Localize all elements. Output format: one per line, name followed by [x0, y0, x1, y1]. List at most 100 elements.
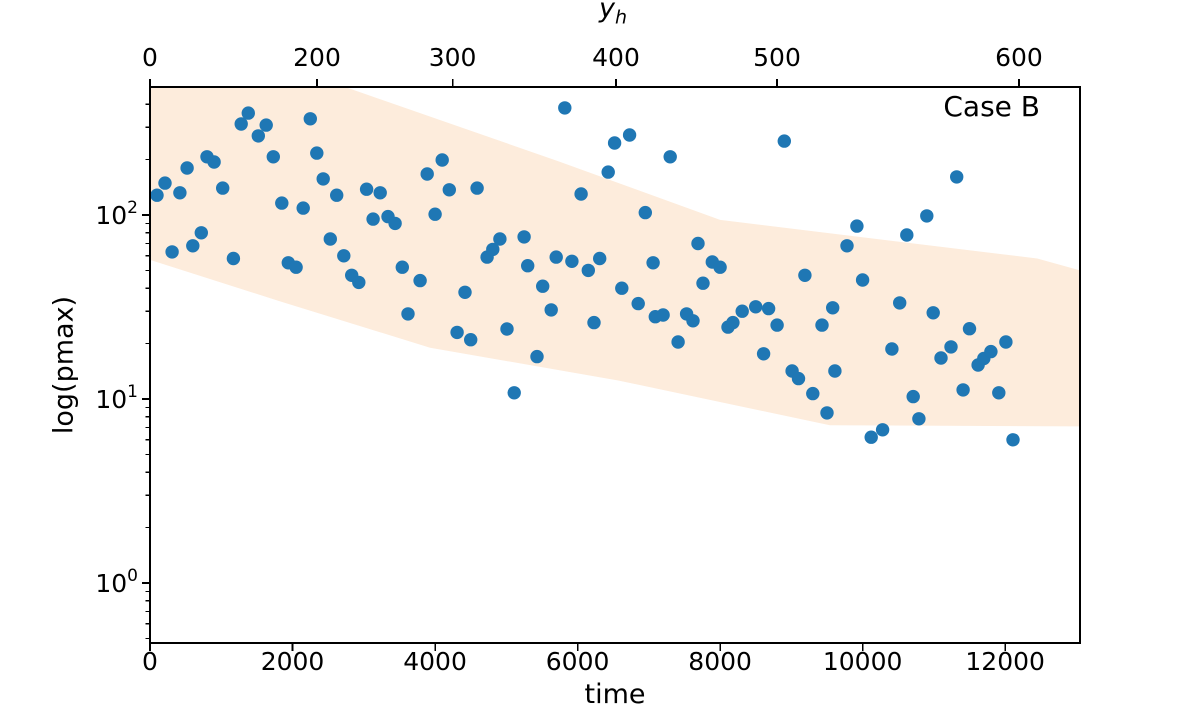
data-point — [275, 196, 289, 210]
data-point — [458, 285, 472, 299]
data-point — [828, 364, 842, 378]
x-tick-label: 6000 — [546, 647, 610, 676]
data-point — [735, 304, 749, 318]
y-axis-label: log(pmax) — [48, 295, 80, 435]
data-point — [413, 273, 427, 288]
data-point — [1006, 433, 1020, 447]
data-point — [395, 260, 409, 274]
data-point — [815, 318, 829, 332]
data-point — [470, 181, 484, 195]
data-point — [587, 315, 601, 330]
data-point — [464, 333, 478, 347]
data-point — [150, 188, 164, 202]
data-point — [864, 430, 878, 444]
data-point — [798, 268, 812, 282]
data-point — [777, 134, 791, 148]
data-point — [574, 187, 588, 201]
top-tick-label: 400 — [592, 43, 640, 72]
x-tick-label: 0 — [142, 647, 158, 676]
data-point — [912, 412, 926, 426]
y-tick-label: 101 — [95, 382, 138, 414]
top-tick-label: 200 — [293, 43, 341, 72]
x-axis-label: time — [584, 679, 646, 710]
x-tick-label: 8000 — [688, 647, 752, 676]
data-point — [323, 232, 337, 246]
data-point — [934, 351, 948, 365]
data-point — [251, 129, 265, 143]
data-point — [442, 183, 456, 197]
data-point — [359, 182, 374, 196]
data-point — [549, 250, 563, 264]
case-annotation: Case B — [943, 90, 1040, 123]
data-point — [316, 172, 330, 186]
data-point — [601, 165, 615, 179]
data-point — [806, 386, 820, 401]
data-point — [638, 205, 652, 220]
data-point — [173, 186, 187, 200]
axes-frame — [149, 86, 1081, 644]
data-point — [646, 256, 660, 270]
data-point — [337, 249, 351, 263]
data-point — [517, 230, 531, 244]
data-point — [992, 386, 1006, 400]
data-point — [962, 322, 977, 336]
chart-title-subscript: h — [614, 6, 628, 29]
scatter-points — [150, 101, 1020, 447]
data-point — [984, 344, 998, 359]
data-point — [500, 322, 514, 336]
chart-title-main: y — [598, 0, 615, 24]
data-point — [770, 318, 784, 332]
data-point — [507, 386, 521, 400]
data-point — [266, 150, 280, 164]
data-point — [726, 315, 740, 330]
data-point — [241, 106, 255, 120]
data-point — [330, 188, 344, 202]
data-point — [388, 216, 402, 231]
data-point — [686, 314, 700, 328]
data-point — [840, 239, 854, 253]
confidence-band — [150, 87, 1080, 427]
data-point — [401, 307, 415, 321]
data-point — [791, 371, 806, 386]
data-point — [428, 207, 442, 221]
data-point — [749, 300, 763, 314]
data-point — [593, 251, 607, 266]
data-point — [450, 325, 464, 340]
data-point — [581, 263, 595, 278]
chart-title: yh — [599, 0, 627, 28]
data-point — [622, 128, 637, 142]
data-point — [713, 260, 727, 274]
data-point — [207, 155, 221, 169]
data-point — [656, 308, 670, 322]
data-point — [944, 340, 958, 354]
data-point — [920, 209, 934, 223]
data-point — [536, 279, 550, 293]
y-tick-label: 100 — [95, 566, 138, 598]
data-point — [158, 176, 172, 190]
data-point — [234, 117, 248, 131]
data-point — [544, 303, 558, 317]
data-point — [696, 276, 710, 290]
data-point — [296, 201, 310, 215]
data-point — [558, 101, 572, 115]
data-point — [180, 161, 194, 175]
top-tick-label: 0 — [142, 43, 158, 72]
data-point — [165, 245, 179, 259]
data-point — [926, 306, 940, 320]
data-point — [310, 146, 324, 160]
data-point — [226, 251, 241, 266]
data-point — [855, 273, 870, 287]
data-point — [826, 301, 840, 315]
data-point — [950, 170, 964, 184]
data-point — [373, 186, 387, 200]
data-point — [663, 150, 677, 164]
data-point — [493, 232, 507, 246]
data-point — [352, 275, 366, 290]
data-point — [615, 281, 629, 295]
top-tick-label: 300 — [429, 43, 477, 72]
data-point — [486, 242, 500, 257]
y-tick-label: 102 — [95, 198, 138, 230]
data-point — [850, 219, 864, 233]
